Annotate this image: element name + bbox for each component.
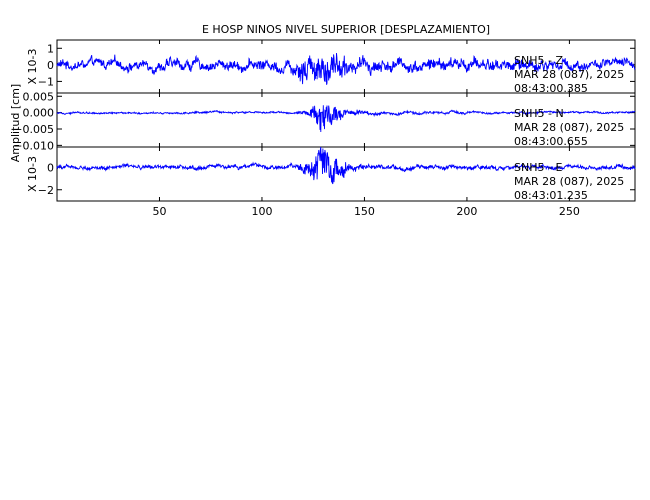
y-tick-label: −0.005 — [13, 123, 54, 136]
scale-label: X 10-3 — [26, 156, 39, 192]
y-tick-label: 0.000 — [23, 107, 55, 120]
waveform-trace — [56, 105, 636, 133]
y-axis-label: Amplitud [cm] — [9, 84, 22, 162]
date-label: MAR 28 (087), 2025 — [514, 68, 624, 81]
y-tick-label: −2 — [38, 184, 54, 197]
waveform-trace — [56, 146, 636, 185]
date-label: MAR 28 (087), 2025 — [514, 175, 624, 188]
y-tick-label: 1 — [47, 42, 54, 55]
y-tick-label: −1 — [38, 75, 54, 88]
station-label: SNH5 - E — [514, 161, 562, 174]
y-tick-label: −0.010 — [13, 139, 54, 152]
time-label: 08:43:00.655 — [514, 135, 588, 148]
x-tick-label: 50 — [152, 205, 166, 218]
scale-label: X 10-3 — [26, 49, 39, 85]
x-tick-label: 150 — [354, 205, 375, 218]
time-label: 08:43:00.385 — [514, 82, 588, 95]
station-label: SNH5 - N — [514, 107, 564, 120]
station-label: SNH5 - Z — [514, 54, 563, 67]
x-tick-label: 100 — [251, 205, 272, 218]
panel-frame — [56, 146, 636, 202]
y-tick-label: 0.005 — [23, 90, 55, 103]
date-label: MAR 28 (087), 2025 — [514, 121, 624, 134]
x-tick-label: 250 — [559, 205, 580, 218]
y-tick-label: 0 — [47, 59, 54, 72]
x-axis: 50 100 150 200 250 — [152, 205, 579, 218]
y-tick-label: 0 — [47, 161, 54, 174]
chart-title: E HOSP NINOS NIVEL SUPERIOR [DESPLAZAMIE… — [202, 23, 490, 36]
time-label: 08:43:01.235 — [514, 189, 588, 202]
waveform-trace — [56, 52, 636, 85]
x-tick-label: 200 — [456, 205, 477, 218]
